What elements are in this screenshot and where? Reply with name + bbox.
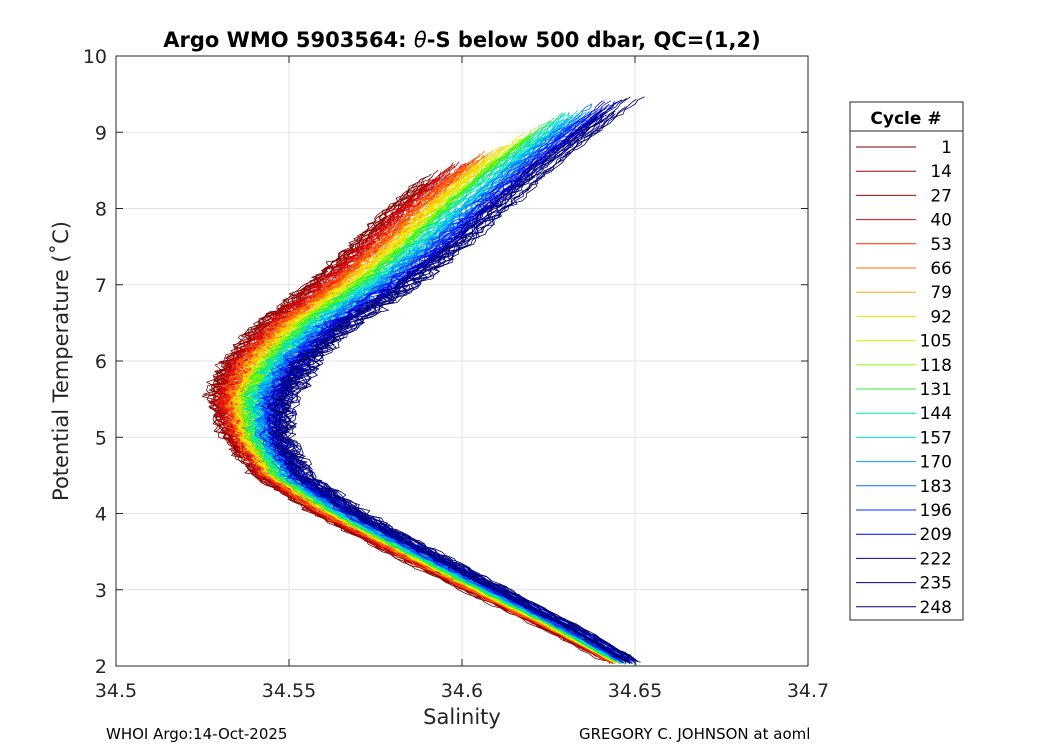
legend-label-66: 66 [930, 259, 952, 279]
legend-label-222: 222 [920, 549, 952, 569]
legend-box [849, 101, 964, 621]
y-tick-label: 9 [95, 122, 107, 144]
x-tick-label: 34.65 [608, 680, 662, 702]
profile-line [259, 123, 623, 664]
x-tick-label: 34.5 [95, 680, 137, 702]
profile-line [243, 121, 621, 665]
profile-line [214, 182, 606, 661]
legend-label-157: 157 [920, 428, 952, 448]
legend-items: 1 14 27 40 53 66 79 92 105 118 131 144 157 170 183 196 2… [856, 138, 952, 618]
legend-label-27: 27 [930, 186, 952, 206]
theta-symbol: θ [414, 28, 427, 52]
legend-label-79: 79 [930, 283, 952, 303]
chart-title: Argo WMO 5903564: θ-S below 500 dbar, QC… [163, 28, 760, 52]
profile-line [217, 179, 613, 663]
legend-label-105: 105 [920, 332, 952, 352]
x-axis-ticks: 34.5 34.55 34.6 34.65 34.7 [95, 56, 829, 702]
legend-label-235: 235 [920, 574, 952, 594]
legend-title: Cycle # [870, 109, 941, 129]
y-tick-label: 7 [95, 275, 107, 297]
legend-label-40: 40 [930, 211, 952, 231]
y-tick-label: 5 [95, 427, 107, 449]
profile-line [236, 127, 615, 663]
legend-label-1: 1 [941, 138, 952, 158]
legend-label-53: 53 [930, 235, 952, 255]
legend-label-144: 144 [920, 404, 952, 424]
profile-line [274, 98, 629, 661]
y-tick-label: 3 [95, 580, 107, 602]
grid-lines [116, 56, 808, 666]
profile-line [283, 107, 641, 663]
legend-label-209: 209 [920, 525, 952, 545]
legend-label-118: 118 [920, 356, 952, 376]
y-tick-label: 8 [95, 199, 107, 221]
legend-label-92: 92 [930, 307, 952, 327]
footer-left: WHOI Argo:14-Oct-2025 [106, 725, 288, 743]
x-tick-label: 34.6 [441, 680, 483, 702]
x-tick-label: 34.55 [262, 680, 316, 702]
profile-lines [201, 96, 645, 665]
y-tick-label: 10 [83, 46, 107, 68]
y-axis-ticks: 2 3 4 5 6 7 8 9 10 [83, 46, 808, 678]
legend-label-196: 196 [920, 501, 952, 521]
y-tick-label: 6 [95, 351, 107, 373]
legend-label-183: 183 [920, 477, 952, 497]
legend: Cycle # 1 14 27 40 53 66 79 92 105 118 131 144 157 17… [849, 101, 964, 621]
legend-label-248: 248 [920, 598, 952, 618]
profile-line [274, 111, 633, 661]
x-axis-label: Salinity [423, 705, 501, 729]
legend-label-14: 14 [930, 162, 952, 182]
legend-label-131: 131 [920, 380, 952, 400]
x-tick-label: 34.7 [787, 680, 829, 702]
profile-line [244, 112, 617, 662]
y-axis-label: Potential Temperature (˚C) [49, 221, 73, 501]
profile-line [272, 114, 626, 660]
legend-label-170: 170 [920, 453, 952, 473]
profile-line [225, 153, 611, 662]
y-tick-label: 2 [95, 656, 107, 678]
profile-line [285, 96, 645, 661]
profile-line [209, 181, 610, 663]
y-tick-label: 4 [95, 504, 107, 526]
profile-line [277, 96, 634, 664]
footer-right: GREGORY C. JOHNSON at aoml [579, 725, 811, 743]
